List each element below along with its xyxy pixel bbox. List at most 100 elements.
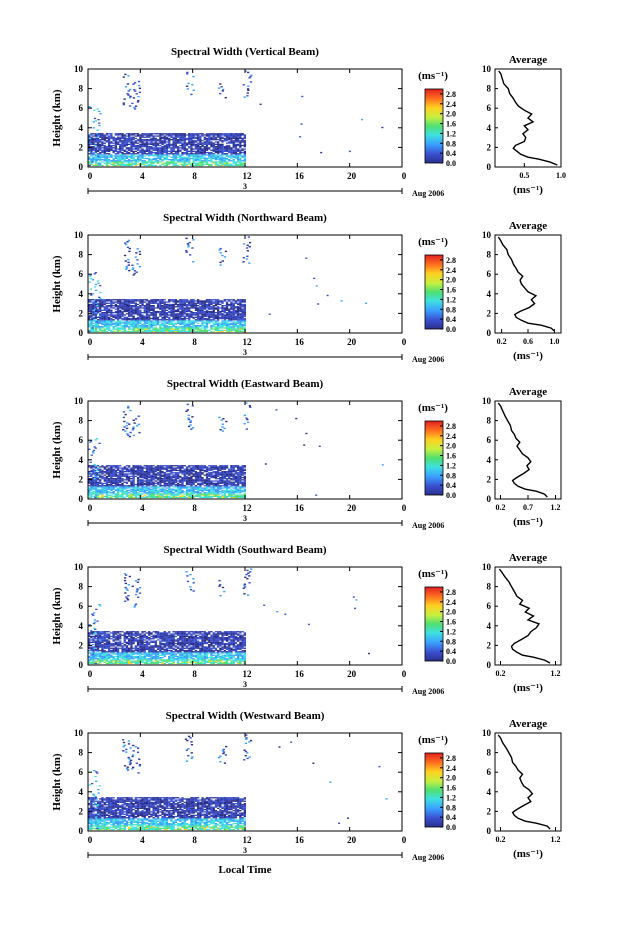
- heatmap-cell: [210, 307, 213, 309]
- heatmap-cell: [185, 483, 189, 486]
- colorbar-tick-label: 2.0: [446, 110, 456, 119]
- heatmap-cell: [245, 258, 248, 260]
- heatmap-cell: [110, 300, 113, 302]
- heatmap-cell: [201, 482, 204, 484]
- heatmap-cell: [181, 496, 184, 499]
- heatmap-cell: [203, 321, 206, 323]
- heatmap-cell: [108, 327, 111, 329]
- heatmap-cell: [105, 153, 109, 155]
- heatmap-cell: [183, 309, 186, 311]
- heatmap-cell: [239, 136, 242, 138]
- heatmap-cell: [179, 316, 182, 318]
- heatmap-cell: [183, 142, 186, 144]
- heatmap-cell: [91, 279, 95, 281]
- heatmap-cell: [174, 489, 177, 492]
- heatmap-cell: [156, 469, 160, 472]
- heatmap-cell: [99, 135, 102, 137]
- heatmap-cell: [163, 139, 166, 141]
- heatmap-cell: [134, 330, 137, 333]
- heatmap-cell: [181, 329, 184, 331]
- heatmap-cell: [172, 133, 175, 135]
- heatmap-cell: [170, 478, 173, 480]
- heatmap-cell: [192, 330, 195, 333]
- heatmap-cell: [139, 159, 142, 161]
- heatmap-cell: [88, 308, 91, 310]
- heatmap-cell: [94, 150, 97, 152]
- heatmap-cell: [197, 154, 200, 156]
- heatmap-cell: [132, 306, 135, 308]
- heatmap-cell: [95, 133, 98, 135]
- heatmap-cell: [148, 467, 151, 469]
- heatmap-cell: [194, 495, 198, 497]
- heatmap-cell: [139, 307, 142, 309]
- heatmap-cell: [221, 153, 224, 155]
- heatmap-cell: [170, 492, 173, 494]
- heatmap-cell: [97, 282, 100, 284]
- heatmap-cell: [141, 156, 144, 158]
- heatmap-cell: [201, 320, 204, 322]
- heatmap-cell: [125, 160, 129, 162]
- heatmap-cell: [134, 161, 137, 163]
- heatmap-cell: [199, 307, 202, 309]
- heatmap-cell: [210, 487, 213, 489]
- heatmap-cell: [210, 154, 213, 156]
- heatmap-cell: [179, 156, 182, 158]
- heatmap-cell: [152, 494, 155, 496]
- heatmap-cell: [110, 319, 113, 321]
- heatmap-cell: [143, 327, 146, 329]
- heatmap-cell: [234, 148, 238, 150]
- heatmap-cell: [105, 466, 109, 468]
- heatmap-cell: [230, 154, 233, 156]
- heatmap-cell: [150, 141, 153, 143]
- heatmap-cell: [148, 143, 151, 145]
- heatmap-cell: [246, 95, 249, 97]
- heatmap-cell: [108, 136, 111, 138]
- heatmap-cell: [185, 299, 189, 301]
- heatmap-cell: [179, 475, 182, 477]
- heatmap-cell: [192, 325, 195, 327]
- heatmap-cell: [174, 302, 177, 304]
- heatmap-cell: [197, 150, 200, 152]
- heatmap-cell: [228, 164, 231, 167]
- heatmap-cell: [88, 309, 91, 311]
- heatmap-cell: [219, 303, 222, 306]
- heatmap-cell: [241, 305, 244, 307]
- heatmap-cell: [170, 476, 173, 479]
- heatmap-cell: [168, 489, 171, 492]
- heatmap-cell: [152, 159, 155, 161]
- heatmap-cell: [105, 163, 109, 165]
- heatmap-cell: [150, 466, 153, 468]
- x-tick-label: 12: [243, 171, 253, 181]
- heatmap-cell: [232, 305, 235, 307]
- heatmap-cell: [179, 480, 182, 482]
- heatmap-cell: [214, 302, 218, 304]
- heatmap-cell: [143, 306, 146, 308]
- heatmap-cell: [203, 487, 206, 489]
- heatmap-cell: [154, 299, 157, 301]
- heatmap-cell: [179, 161, 182, 163]
- heatmap-cell: [129, 97, 132, 99]
- heatmap-cell: [205, 313, 209, 315]
- heatmap-cell: [156, 473, 160, 475]
- heatmap-cell: [221, 310, 224, 313]
- heatmap-cell: [190, 315, 193, 317]
- heatmap-cell: [221, 307, 224, 309]
- heatmap-cell: [239, 317, 242, 320]
- heatmap-cell: [125, 164, 129, 167]
- heatmap-cell: [168, 159, 171, 161]
- heatmap-cell: [156, 142, 160, 144]
- heatmap-cell: [154, 482, 157, 484]
- heatmap-cell: [141, 157, 144, 160]
- heatmap-cell: [89, 275, 92, 277]
- heatmap-cell: [114, 155, 117, 157]
- heatmap-cell: [128, 151, 131, 154]
- heatmap-cell: [150, 327, 153, 329]
- heatmap-cell: [99, 316, 102, 318]
- heatmap-cell: [114, 496, 117, 499]
- heatmap-cell: [152, 485, 155, 487]
- heatmap-cell: [163, 473, 166, 475]
- heatmap-cell: [88, 140, 91, 142]
- heatmap-cell: [214, 149, 218, 151]
- heatmap-cell: [101, 483, 104, 486]
- heatmap-cell: [105, 310, 109, 313]
